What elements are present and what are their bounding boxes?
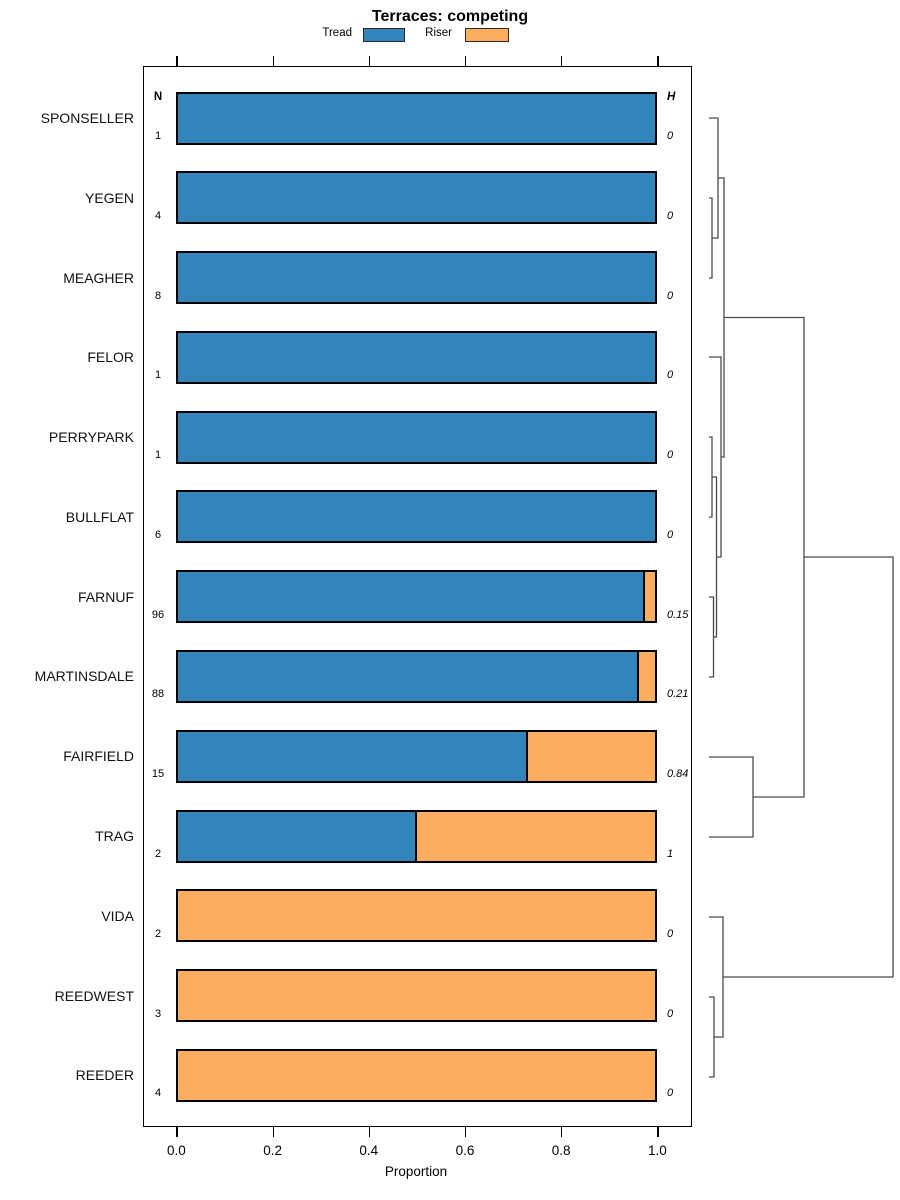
dendrogram-branch [712,476,718,638]
top-axis-tick [368,56,370,66]
n-value: 4 [154,1087,162,1100]
h-value: 0 [667,1087,674,1100]
h-value: 0 [667,528,674,541]
x-tick-label: 0.0 [167,1143,186,1158]
h-value: 0 [667,209,674,222]
h-value: 0 [667,369,674,382]
bar-farnuf [176,570,658,624]
dendrogram-branch [709,436,713,518]
n-value: 15 [151,768,165,781]
top-axis-tick [176,56,178,66]
bar-felor [176,330,658,384]
legend-label-tread: Tread [322,27,352,39]
x-tick-label: 1.0 [648,1143,667,1158]
n-value: 96 [151,608,165,621]
bar-fairfield [176,729,658,783]
h-value: 0 [667,1007,674,1020]
legend-swatch-tread [363,28,405,42]
row-label-meagher: MEAGHER [63,269,134,286]
dendrogram-branch [724,316,805,798]
n-value: 88 [151,688,165,701]
top-axis-tick [272,56,274,66]
h-value: 0 [667,927,674,940]
row-label-yegen: YEGEN [84,189,134,206]
row-label-fairfield: FAIRFIELD [63,748,134,765]
row-label-vida: VIDA [101,907,134,924]
bar-martinsdale [176,649,658,703]
bar-trag [176,809,658,863]
row-label-felor: FELOR [87,349,134,366]
h-value: 0 [667,449,674,462]
top-axis-tick [561,56,563,66]
dendrogram-branch [723,556,894,978]
dendrogram-branch [709,996,715,1078]
tread-segment [178,731,529,781]
x-tick-label: 0.2 [263,1143,282,1158]
n-value: 1 [154,449,162,462]
bar-sponseller [176,91,658,145]
bottom-axis-tick [465,1127,467,1137]
row-label-sponseller: SPONSELLER [40,110,134,126]
plot-area [143,66,692,1127]
tread-segment [178,811,417,861]
n-column-header: N [153,91,163,103]
row-label-farnuf: FARNUF [78,588,134,605]
row-label-reeder: REEDER [75,1067,134,1084]
h-value: 1 [667,848,674,861]
dendrogram-branch [709,356,722,558]
dendrogram-branch [709,117,719,239]
n-value: 1 [154,369,162,382]
bottom-axis-tick [176,1127,178,1137]
n-value: 4 [154,209,162,222]
chart-title: Terraces: competing [371,8,529,25]
h-value: 0.21 [667,688,689,701]
n-value: 8 [154,289,162,302]
bar-yegen [176,171,658,225]
x-axis-title: Proportion [384,1164,448,1179]
row-label-martinsdale: MARTINSDALE [34,668,134,685]
h-column-header: H [667,91,676,103]
top-axis-tick [465,56,467,66]
legend-swatch-riser [465,28,509,42]
tread-segment [178,572,646,622]
h-value: 0 [667,289,674,302]
bar-meagher [176,251,658,305]
legend-label-riser: Riser [425,27,452,39]
bar-reedwest [176,969,658,1023]
x-tick-label: 0.8 [551,1143,571,1158]
dendrogram-branch [709,916,724,1038]
tread-segment [178,651,640,701]
row-label-trag: TRAG [95,828,134,845]
x-tick-label: 0.4 [359,1143,379,1158]
dendrogram-branch [709,596,715,678]
bar-vida [176,889,658,943]
bar-perrypark [176,410,658,464]
row-label-bullflat: BULLFLAT [65,508,134,525]
h-value: 0 [667,130,674,142]
n-value: 2 [154,848,162,861]
n-value: 3 [154,1007,162,1020]
bottom-axis-tick [657,1127,659,1137]
n-value: 1 [154,130,162,142]
bar-reeder [176,1048,658,1102]
bar-bullflat [176,490,658,544]
row-label-perrypark: PERRYPARK [48,429,134,446]
row-label-reedwest: REEDWEST [54,987,134,1004]
top-axis-tick [657,56,659,66]
n-value: 6 [154,528,162,541]
bottom-axis-tick [272,1127,274,1137]
n-value: 2 [154,927,162,940]
dendrogram-branch [709,756,754,838]
h-value: 0.15 [667,608,689,621]
x-tick-label: 0.6 [455,1143,475,1158]
bottom-axis-tick [561,1127,563,1137]
bottom-axis-tick [368,1127,370,1137]
h-value: 0.84 [667,768,689,781]
dendrogram-branch [709,197,713,279]
